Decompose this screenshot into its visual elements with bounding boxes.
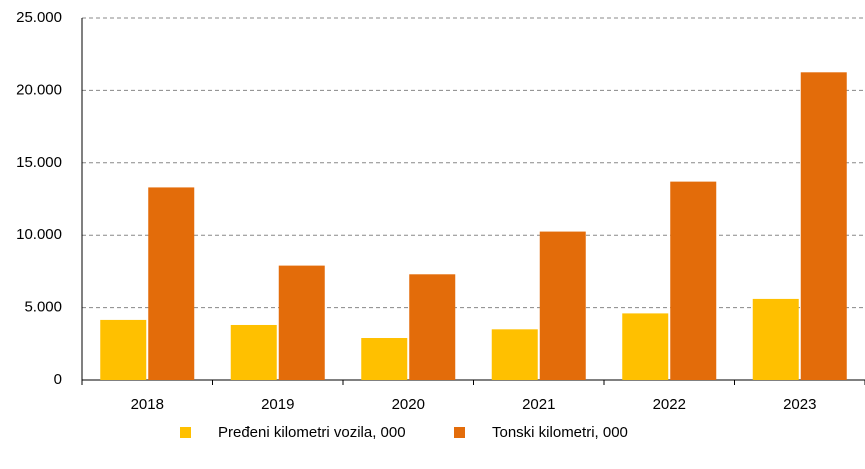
x-tick-label: 2020 [392,396,425,413]
x-tick-label: 2022 [653,396,686,413]
bar [752,298,799,380]
bar [670,181,717,380]
y-tick-label: 5.000 [24,299,62,316]
bar [409,274,456,380]
bar [491,329,538,380]
legend-label: Tonski kilometri, 000 [492,424,628,441]
x-tick-label: 2023 [783,396,816,413]
y-tick-label: 0 [54,371,62,388]
bar [361,338,408,380]
bar [278,265,325,380]
y-tick-label: 25.000 [16,9,62,26]
legend-swatch [454,427,465,438]
bar [148,187,195,380]
legend-label: Pređeni kilometri vozila, 000 [218,424,406,441]
x-tick-label: 2018 [131,396,164,413]
bar [800,72,847,381]
x-tick-label: 2019 [261,396,294,413]
bar [230,324,277,380]
y-tick-label: 15.000 [16,154,62,171]
bar [622,313,669,380]
y-tick-label: 10.000 [16,226,62,243]
bar [100,319,147,380]
legend-swatch [180,427,191,438]
bar [539,231,586,380]
y-tick-label: 20.000 [16,81,62,98]
x-tick-label: 2021 [522,396,555,413]
